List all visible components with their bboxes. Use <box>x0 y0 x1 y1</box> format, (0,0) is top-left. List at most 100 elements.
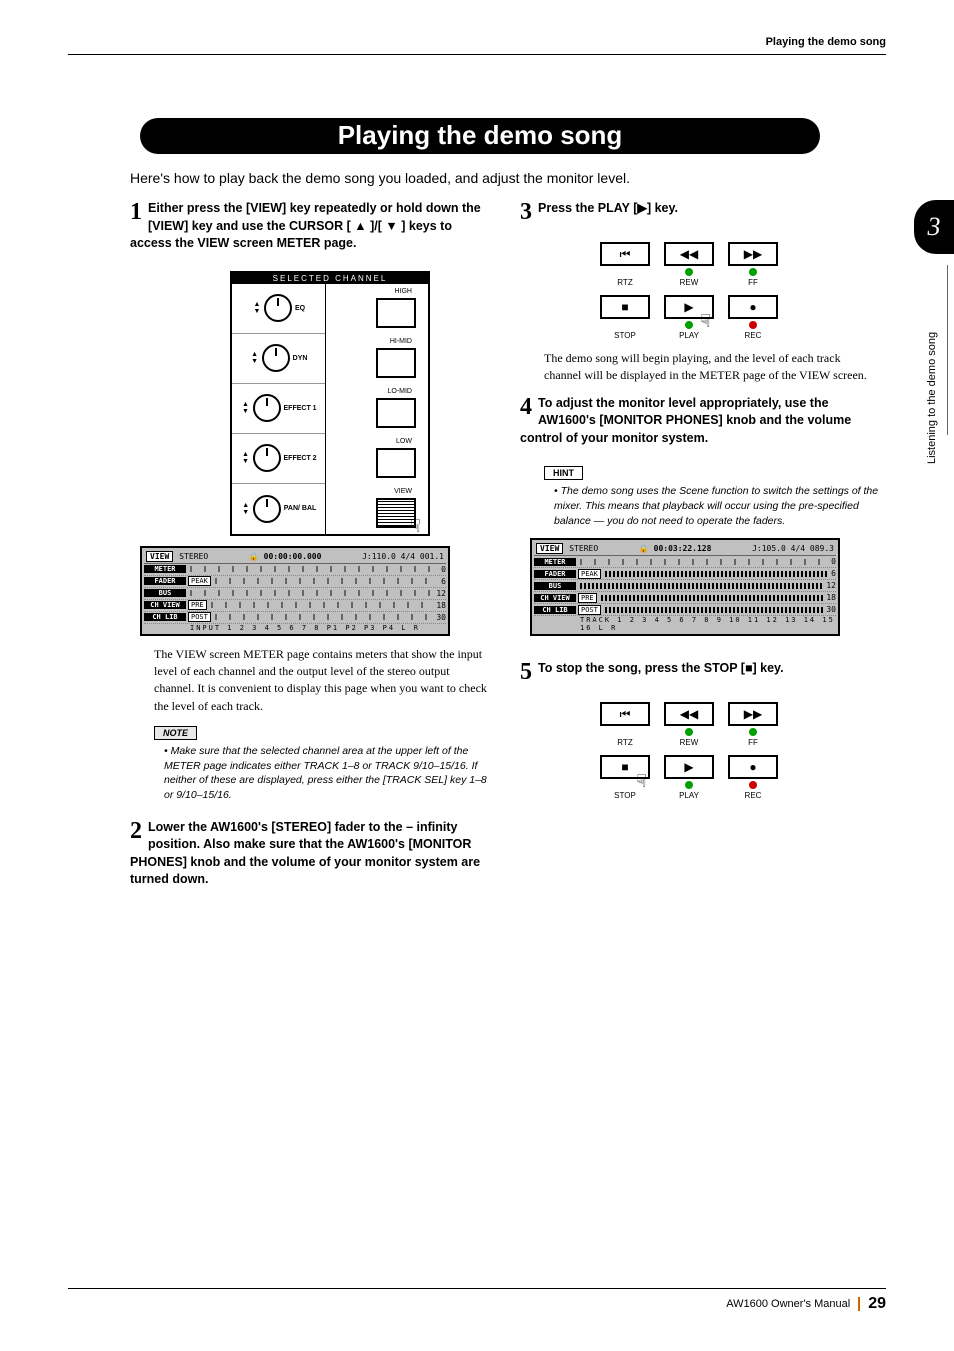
note-text: Make sure that the selected channel area… <box>164 744 490 803</box>
stop-label: STOP <box>614 791 636 800</box>
step-title: Press the PLAY [▶] key. <box>520 200 880 218</box>
lcd-scale-val: 18 <box>826 593 836 602</box>
lcd-row-label: FADER <box>144 577 186 585</box>
eq-box <box>376 398 416 428</box>
footer-divider <box>858 1297 860 1311</box>
effect2-knob <box>253 444 281 472</box>
step1-body: The VIEW screen METER page contains mete… <box>154 646 490 716</box>
rec-label: REC <box>745 791 762 800</box>
pointer-icon: ☟ <box>636 771 656 791</box>
rec-label: REC <box>745 331 762 340</box>
lcd-row-label: METER <box>144 565 186 573</box>
step-1: 1 Either press the [VIEW] key repeatedly… <box>130 200 490 253</box>
lcd-row-label: CH LIB <box>534 606 576 614</box>
intro-text: Here's how to play back the demo song yo… <box>130 170 630 186</box>
note-label: NOTE <box>154 726 197 740</box>
rew-label: REW <box>680 738 699 747</box>
lcd-row-label: BUS <box>534 582 576 590</box>
lcd-row-label: CH VIEW <box>144 601 186 609</box>
eq-label: HI-MID <box>390 338 412 345</box>
lcd-row-label: CH VIEW <box>534 594 576 602</box>
note-box: NOTE Make sure that the selected channel… <box>154 725 490 803</box>
transport-panel: ⏮ ◀◀ ▶▶ RTZ REW FF ■☟ ▶ ● STOP PLAY REC <box>600 702 800 800</box>
step-title: To adjust the monitor level appropriatel… <box>520 395 880 448</box>
eq-label: VIEW <box>394 488 412 495</box>
lcd-tab: VIEW <box>146 551 173 562</box>
view-screen-meter-lcd-playing: VIEW STEREO 🔒 00:03:22.128 J:105.0 4/4 0… <box>530 538 840 636</box>
rtz-button: ⏮ <box>600 242 650 266</box>
knob-label: PAN/ BAL <box>284 505 317 512</box>
running-title: Playing the demo song <box>766 36 886 48</box>
rtz-label: RTZ <box>617 738 632 747</box>
rew-label: REW <box>680 278 699 287</box>
step-title: Lower the AW1600's [STEREO] fader to the… <box>130 819 490 889</box>
step-number: 2 <box>130 819 142 843</box>
panel-header: SELECTED CHANNEL <box>232 273 428 284</box>
lcd-scale-val: 0 <box>441 565 446 574</box>
side-label: Listening to the demo song <box>926 284 938 464</box>
rec-button: ● <box>728 755 778 779</box>
lcd-right: J:110.0 4/4 001.1 <box>362 552 444 561</box>
knob-label: EQ <box>295 305 305 312</box>
lcd-scale-val: 30 <box>436 613 446 622</box>
lcd-scale-val: 6 <box>441 577 446 586</box>
lcd-pre-btn: PRE <box>578 593 597 603</box>
stop-button: ■ <box>600 295 650 319</box>
play-button: ▶☟ <box>664 295 714 319</box>
footer-book: AW1600 Owner's Manual <box>726 1298 850 1310</box>
step-2: 2 Lower the AW1600's [STEREO] fader to t… <box>130 819 490 889</box>
eq-label: LO-MID <box>387 388 412 395</box>
lcd-timecode: 🔒 00:03:22.128 <box>598 544 752 553</box>
knob-label: DYN <box>293 355 308 362</box>
play-button: ▶ <box>664 755 714 779</box>
side-rule <box>947 265 948 435</box>
lcd-scale-val: 30 <box>826 605 836 614</box>
page-title: Playing the demo song <box>140 118 820 154</box>
lcd-sub: STEREO <box>569 544 598 553</box>
lcd-row-label: BUS <box>144 589 186 597</box>
chapter-number: 3 <box>914 200 954 254</box>
stop-label: STOP <box>614 331 636 340</box>
step-number: 1 <box>130 200 142 224</box>
lcd-scale-val: 12 <box>826 581 836 590</box>
eq-label: HIGH <box>394 288 412 295</box>
lcd-post-btn: POST <box>188 612 211 622</box>
pan-knob <box>253 495 281 523</box>
rew-button: ◀◀ <box>664 242 714 266</box>
lcd-pre-btn: PRE <box>188 600 207 610</box>
eq-box <box>376 298 416 328</box>
lcd-row-label: METER <box>534 558 576 566</box>
step-number: 5 <box>520 660 532 684</box>
stop-button: ■☟ <box>600 755 650 779</box>
side-tab: 3 Listening to the demo song <box>910 200 954 470</box>
knob-label: EFFECT 2 <box>284 455 317 462</box>
rec-button: ● <box>728 295 778 319</box>
pointer-icon: ☟ <box>700 311 720 331</box>
eq-box <box>376 348 416 378</box>
step-5: 5 To stop the song, press the STOP [■] k… <box>520 660 880 684</box>
footer-rule <box>68 1288 886 1289</box>
rtz-label: RTZ <box>617 278 632 287</box>
rtz-button: ⏮ <box>600 702 650 726</box>
transport-panel: ⏮ ◀◀ ▶▶ RTZ REW FF ■ ▶☟ ● STOP PLAY REC <box>600 242 800 340</box>
left-column: 1 Either press the [VIEW] key repeatedly… <box>130 200 490 907</box>
panel-knobs-col: ▲▼EQ ▲▼DYN ▲▼EFFECT 1 ▲▼EFFECT 2 ▲▼PAN/ … <box>232 284 326 534</box>
step-title: Either press the [VIEW] key repeatedly o… <box>130 200 490 253</box>
header-rule <box>68 54 886 55</box>
lcd-scale-val: 18 <box>436 601 446 610</box>
ff-button: ▶▶ <box>728 242 778 266</box>
lcd-bottom-scale: TRACK 1 2 3 4 5 6 7 8 9 10 11 12 13 14 1… <box>534 616 836 632</box>
lcd-tab: VIEW <box>536 543 563 554</box>
eq-knob <box>264 294 292 322</box>
play-label: PLAY <box>679 791 699 800</box>
lcd-row-label: FADER <box>534 570 576 578</box>
panel-eq-col: HIGH HI-MID LO-MID LOW VIEW ☟ <box>326 284 428 534</box>
selected-channel-panel: SELECTED CHANNEL ▲▼EQ ▲▼DYN ▲▼EFFECT 1 ▲… <box>170 271 490 536</box>
lcd-peak-btn: PEAK <box>578 569 601 579</box>
view-screen-meter-lcd: VIEW STEREO 🔒 00:00:00.000 J:110.0 4/4 0… <box>140 546 450 636</box>
lcd-bottom-scale: INPUT 1 2 3 4 5 6 7 8 P1 P2 P3 P4 L R <box>144 624 446 632</box>
lcd-row-label: CH LIB <box>144 613 186 621</box>
lcd-scale-val: 6 <box>831 569 836 578</box>
knob-label: EFFECT 1 <box>284 405 317 412</box>
ff-label: FF <box>748 278 758 287</box>
